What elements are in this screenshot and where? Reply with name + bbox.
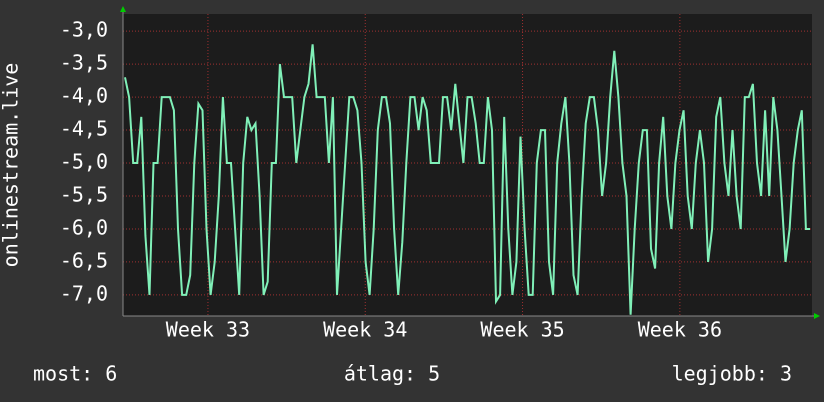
axis-arrow	[120, 6, 126, 12]
y-tick-label: -6,5	[60, 248, 108, 272]
axis-arrow	[814, 313, 820, 319]
footer-item: legjobb: 3	[672, 362, 792, 386]
footer-item: átlag: 5	[344, 362, 440, 386]
y-tick-label: -3,5	[60, 51, 108, 75]
y-tick-label: -5,0	[60, 150, 108, 174]
y-tick-label: -4,0	[60, 84, 108, 108]
y-axis-label: onlinestream.live	[0, 63, 23, 268]
data-line	[124, 44, 810, 315]
y-tick-label: -7,0	[60, 281, 108, 305]
plot-layer	[123, 14, 812, 316]
y-tick-label: -4,5	[60, 117, 108, 141]
y-tick-label: -3,0	[60, 18, 108, 42]
plot-area	[123, 14, 812, 316]
x-tick-label: Week 33	[166, 318, 250, 342]
x-tick-label: Week 36	[638, 318, 722, 342]
footer-item: most: 6	[33, 362, 117, 386]
y-tick-label: -5,5	[60, 182, 108, 206]
x-tick-label: Week 35	[480, 318, 564, 342]
y-tick-label: -6,0	[60, 215, 108, 239]
x-tick-label: Week 34	[323, 318, 407, 342]
